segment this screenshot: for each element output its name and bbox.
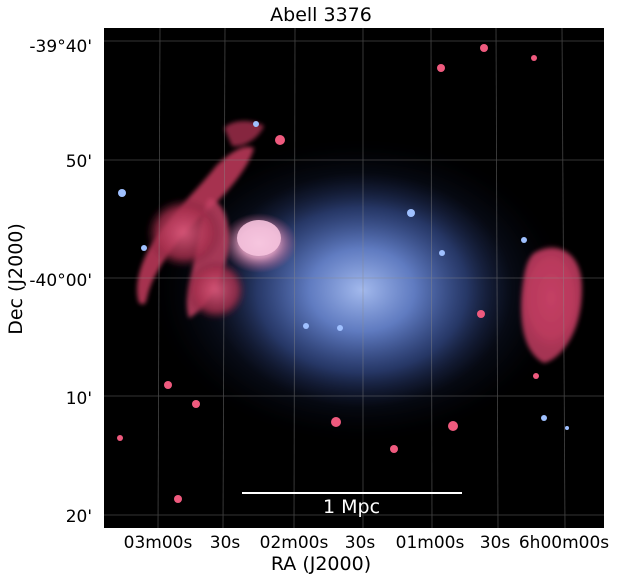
coordinate-grid (104, 28, 604, 528)
y-axis-label: Dec (J2000) (5, 223, 27, 335)
x-tick-label: 6h00m00s (518, 533, 610, 553)
x-tick-label: 30s (479, 533, 511, 553)
xray-cluster-emission (212, 172, 512, 408)
y-tick-label: 20' (65, 507, 92, 527)
x-tick-label: 01m00s (395, 533, 465, 553)
radio-core-source (237, 220, 281, 256)
x-tick-label: 03m00s (123, 533, 193, 553)
scale-bar-label: 1 Mpc (323, 496, 381, 518)
y-tick-label: -40°00' (29, 271, 92, 291)
x-tick-label: 30s (344, 533, 376, 553)
x-tick-label: 02m00s (259, 533, 329, 553)
radio-point-sources (117, 44, 539, 503)
sky-image (104, 28, 604, 528)
xray-point-sources (118, 121, 569, 430)
x-axis-label: RA (J2000) (270, 553, 372, 575)
y-tick-label: 10' (65, 389, 92, 409)
image-title: Abell 3376 (270, 4, 372, 26)
y-tick-label: -39°40' (29, 37, 92, 57)
east-radio-relic (519, 243, 583, 363)
y-tick-label: 50' (65, 152, 92, 172)
x-tick-label: 30s (209, 533, 241, 553)
